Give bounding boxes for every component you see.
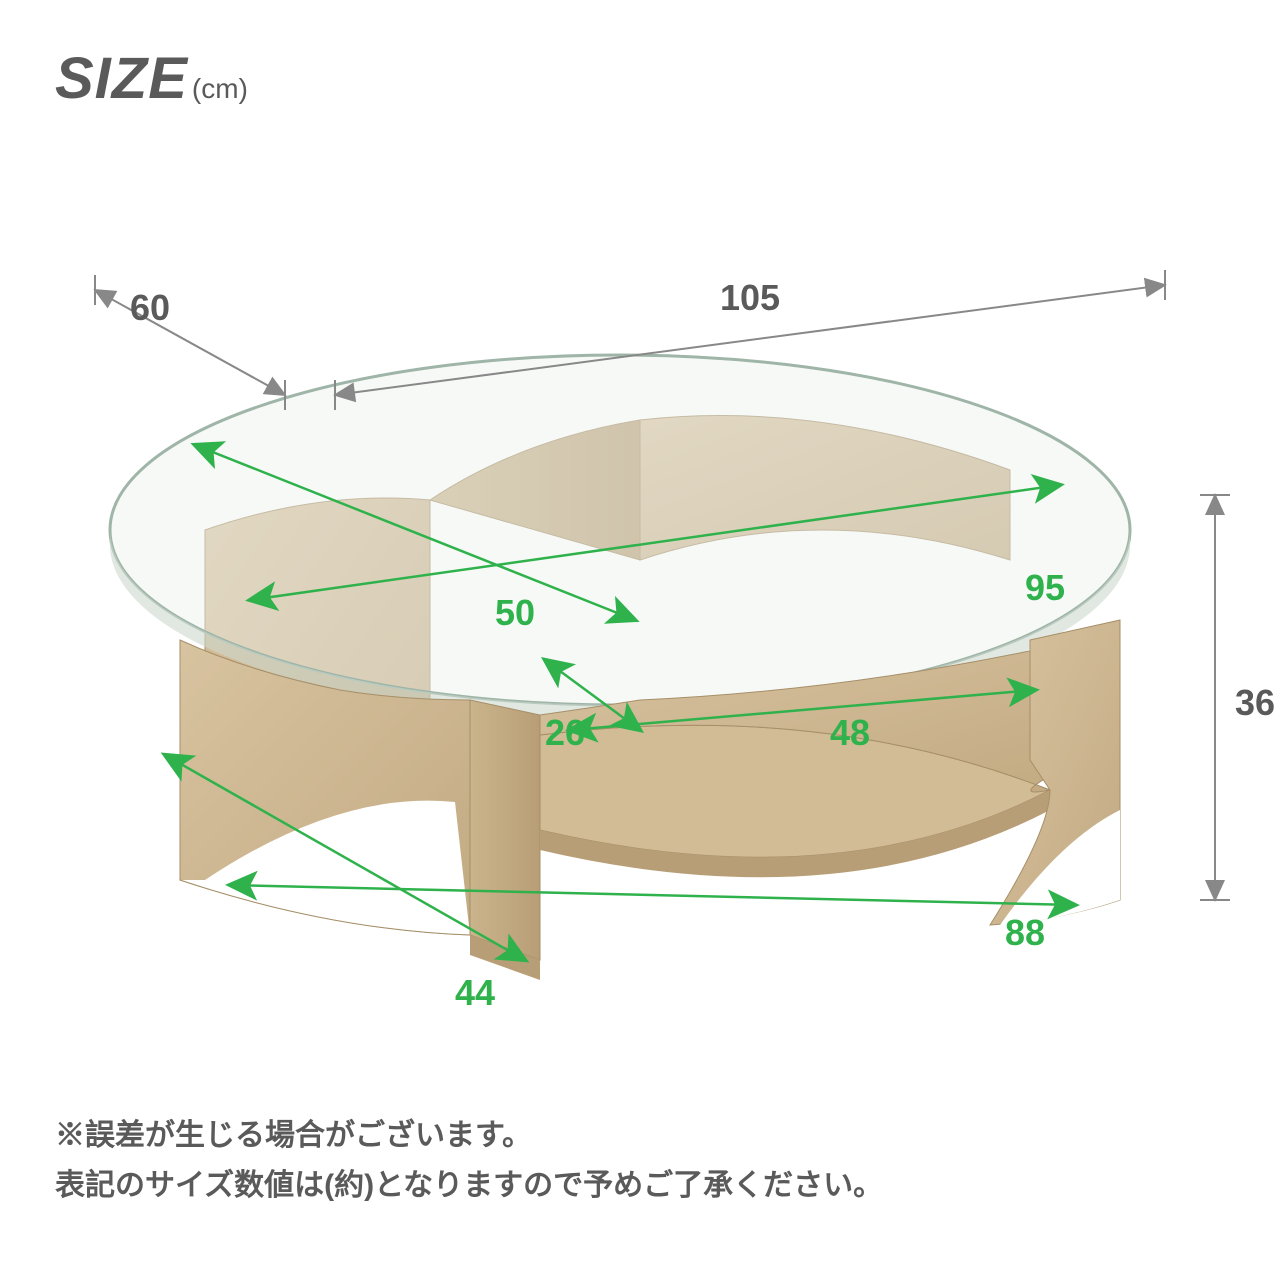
product-dimension-diagram: 60 105 36 50 95 26 48 44 88: [0, 0, 1280, 1280]
dim-height-label: 36: [1235, 682, 1275, 723]
dim-shelf-width-label: 48: [830, 712, 870, 753]
footnote: ※誤差が生じる場合がございます。 表記のサイズ数値は(約)となりますので予めご了…: [55, 1111, 883, 1210]
dim-depth-label: 60: [130, 287, 170, 328]
dim-glass-width-label: 95: [1025, 567, 1065, 608]
dim-base-width-label: 88: [1005, 912, 1045, 953]
dim-shelf-depth-label: 26: [545, 712, 585, 753]
dim-line-depth: [95, 290, 285, 395]
footnote-line2: 表記のサイズ数値は(約)となりますので予めご了承ください。: [55, 1161, 883, 1211]
dim-width-label: 105: [720, 277, 780, 318]
dim-glass-depth-label: 50: [495, 592, 535, 633]
glass-top: [110, 355, 1130, 705]
footnote-line1: ※誤差が生じる場合がございます。: [55, 1111, 883, 1161]
dim-base-depth-label: 44: [455, 972, 495, 1013]
